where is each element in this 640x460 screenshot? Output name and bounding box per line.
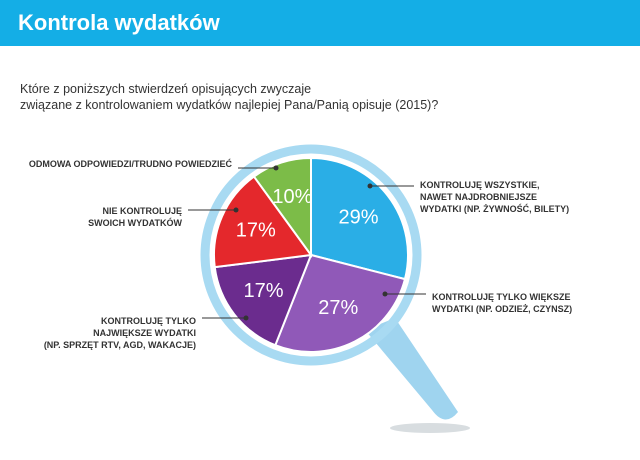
category-label-line: ODMOWA ODPOWIEDZI/TRUDNO POWIEDZIEĆ — [29, 158, 233, 169]
leader-dot — [233, 207, 239, 213]
leader-dot — [367, 183, 373, 189]
pie-slice — [213, 175, 313, 269]
category-label: NIE KONTROLUJĘ SWOICH WYDATKÓW — [88, 206, 182, 228]
pie-slice — [252, 156, 312, 259]
category-label-line: SWOICH WYDATKÓW — [88, 217, 182, 228]
leader-dot — [273, 165, 279, 171]
category-label-line: WYDATKI (NP. ODZIEŻ, CZYNSZ) — [432, 304, 572, 314]
category-label-line: NIE KONTROLUJĘ — [102, 206, 182, 216]
leader-dot — [382, 291, 388, 297]
subtitle-line: związane z kontrolowaniem wydatków najle… — [20, 98, 438, 112]
value-label: 17% — [236, 219, 276, 241]
category-label-line: (NP. SPRZĘT RTV, AGD, WAKACJE) — [44, 340, 196, 350]
shadow — [390, 423, 470, 433]
category-label: KONTROLUJĘ WSZYSTKIE, NAWET NAJDROBNIEJSZ… — [420, 180, 569, 214]
labels: KONTROLUJĘ WSZYSTKIE, NAWET NAJDROBNIEJSZ… — [29, 158, 572, 350]
leader-dot — [243, 315, 249, 321]
value-label: 29% — [339, 206, 379, 228]
pie: 29% 27% 17% 17% 10% — [213, 156, 409, 353]
pie-slice — [273, 253, 407, 353]
category-label-line: KONTROLUJĘ TYLKO WIĘKSZE — [432, 292, 571, 302]
chart-title: Kontrola wydatków — [18, 10, 221, 35]
pie-slice — [213, 253, 313, 347]
category-label: KONTROLUJĘ TYLKO NAJWIĘKSZE WYDATKI (NP. S… — [44, 316, 196, 350]
magnifier-handle — [365, 318, 458, 420]
category-label-line: WYDATKI (NP. ŻYWNOŚĆ, BILETY) — [420, 203, 569, 214]
pie-slice — [310, 156, 409, 281]
value-label: 10% — [272, 186, 312, 208]
value-label: 27% — [318, 297, 358, 319]
category-label-line: KONTROLUJĘ TYLKO — [101, 316, 196, 326]
header-bar — [0, 0, 640, 46]
category-label-line: NAWET NAJDROBNIEJSZE — [420, 192, 537, 202]
subtitle: Które z poniższych stwierdzeń opisującyc… — [20, 82, 438, 112]
category-label: KONTROLUJĘ TYLKO WIĘKSZE WYDATKI (NP. ODZ… — [432, 292, 572, 314]
value-label: 17% — [243, 280, 283, 302]
magnifier-ring — [200, 144, 422, 366]
subtitle-line: Które z poniższych stwierdzeń opisującyc… — [20, 82, 311, 96]
category-label: ODMOWA ODPOWIEDZI/TRUDNO POWIEDZIEĆ — [29, 158, 233, 169]
category-label-line: NAJWIĘKSZE WYDATKI — [93, 328, 196, 338]
category-label-line: KONTROLUJĘ WSZYSTKIE, — [420, 180, 540, 190]
